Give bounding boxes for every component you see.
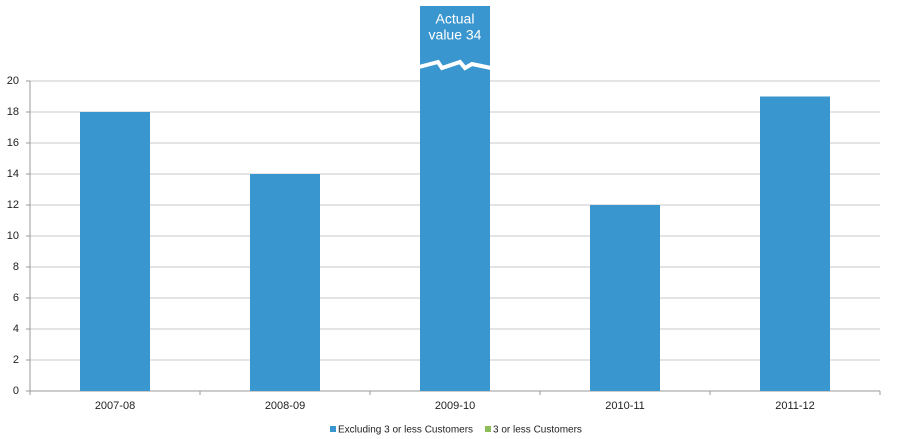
bars — [80, 6, 830, 391]
bar — [760, 96, 830, 391]
y-tick-label: 2 — [13, 354, 19, 366]
y-tick-label: 6 — [13, 292, 19, 304]
x-tick-label: 2009-10 — [435, 400, 475, 412]
bar — [80, 112, 150, 391]
x-tick-label: 2008-09 — [265, 400, 305, 412]
x-tick-label: 2007-08 — [95, 400, 135, 412]
x-tick-label: 2010-11 — [605, 400, 645, 412]
legend-label: Excluding 3 or less Customers — [338, 425, 473, 436]
y-tick-label: 0 — [13, 385, 19, 397]
legend-swatch — [330, 426, 336, 432]
legend-swatch — [485, 426, 491, 432]
annotation: Actual — [436, 11, 475, 27]
y-tick-label: 18 — [7, 106, 19, 118]
bar — [250, 174, 320, 391]
x-tick-label: 2011-12 — [775, 400, 815, 412]
y-tick-label: 16 — [7, 137, 19, 149]
y-tick-label: 10 — [7, 230, 19, 242]
annotation: value 34 — [429, 27, 482, 43]
bar — [590, 205, 660, 391]
y-tick-label: 12 — [7, 199, 19, 211]
break-mark — [418, 59, 492, 71]
legend-label: 3 or less Customers — [493, 425, 582, 436]
bar — [420, 6, 490, 391]
y-tick-label: 20 — [7, 75, 19, 87]
y-tick-label: 4 — [13, 323, 19, 335]
y-tick-label: 8 — [13, 261, 19, 273]
y-tick-label: 14 — [7, 168, 19, 180]
